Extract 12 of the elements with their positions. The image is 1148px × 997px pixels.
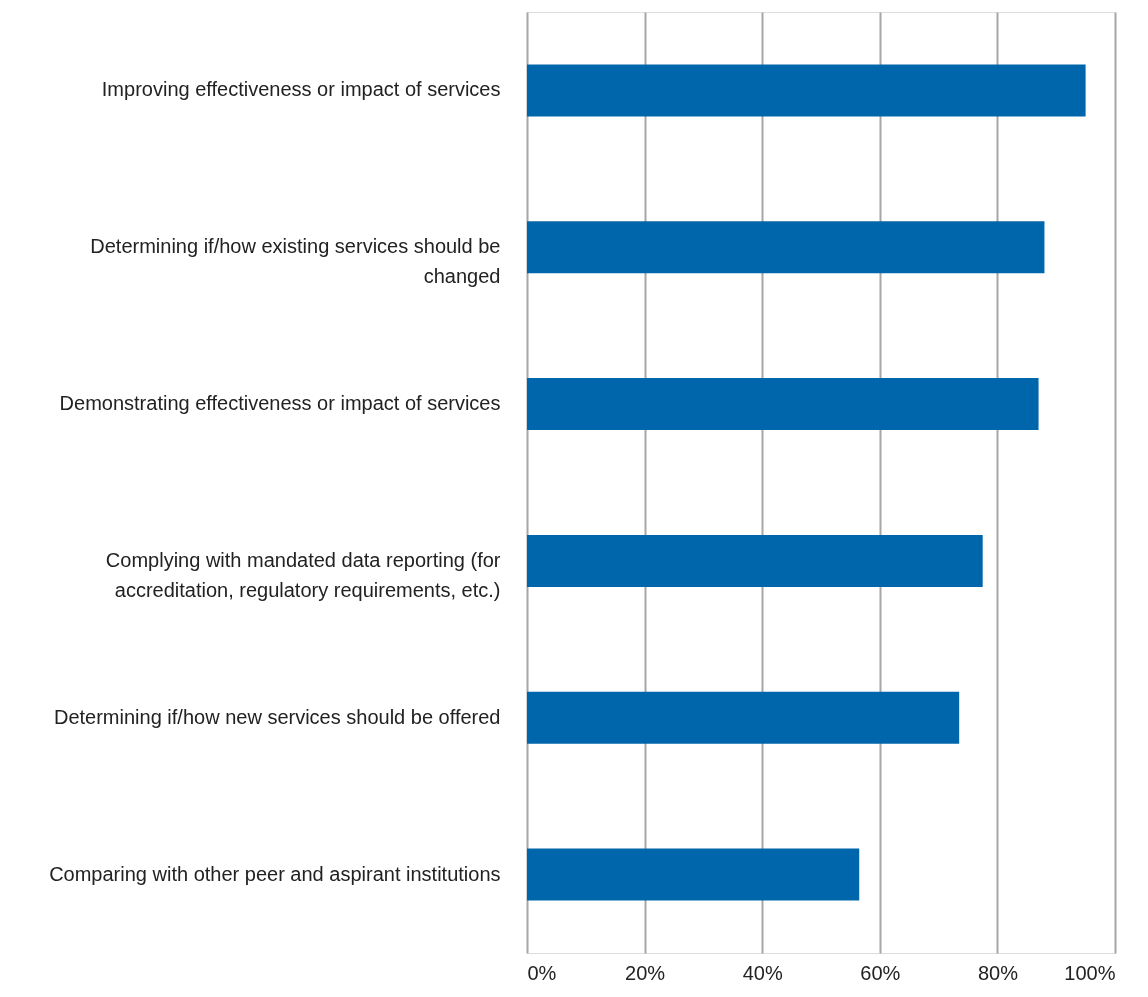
y-tick-label: Determining if/how new services should be offered — [53, 705, 501, 728]
x-tick-label: 100% — [1064, 961, 1116, 984]
y-tick-label: Demonstrating effectiveness or impact of services — [59, 392, 501, 415]
x-tick-label: 80% — [977, 961, 1019, 984]
y-tick-label: Determining if/how existing services should be changed — [90, 235, 501, 288]
x-tick-label: 20% — [625, 961, 666, 984]
y-tick-label: Complying with mandated data reporting (for accreditation, regulatory requirements, etc.) — [105, 548, 501, 601]
x-tick-label: 0% — [527, 961, 557, 984]
x-tick-label: 40% — [742, 961, 783, 984]
y-tick-label: Comparing with other peer and aspirant institutions — [49, 862, 501, 885]
x-tick-label: 60% — [860, 961, 901, 984]
y-tick-label: Improving effectiveness or impact of services — [101, 78, 501, 101]
